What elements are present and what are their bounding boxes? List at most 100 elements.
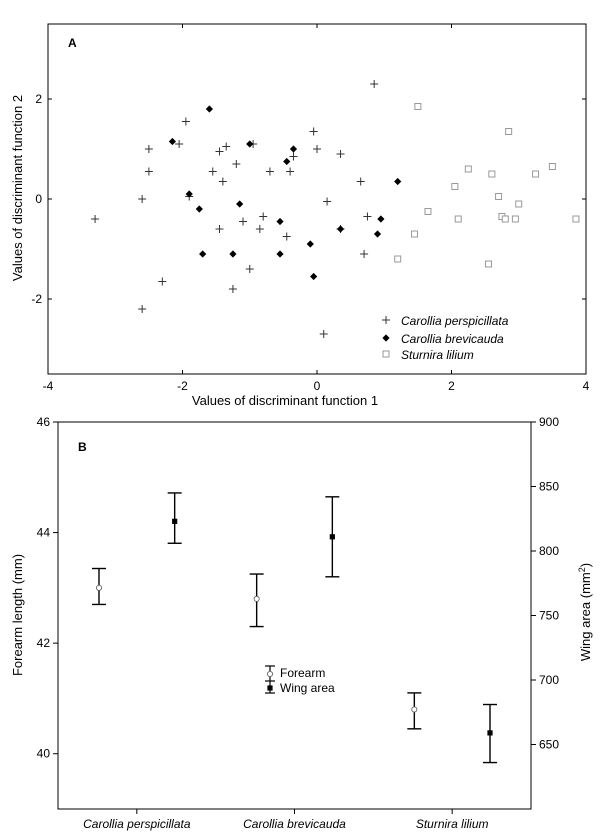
point-carollia-perspicillata-4 — [144, 145, 153, 153]
legend-label-carollia-perspicillata: Carollia perspicillata — [401, 314, 509, 328]
legend-forearm-mean — [266, 671, 273, 678]
legend-symbol-sturnira-lilium-shape — [382, 350, 390, 358]
legend-wing-mean — [267, 685, 273, 691]
point-carollia-perspicillata-12 — [218, 177, 227, 186]
errorbar-wing-area-carollia-perspicillata-mean-shape — [172, 518, 178, 524]
legend-wing-mean-shape — [267, 685, 273, 691]
right-y-label-close: ) — [578, 563, 593, 567]
point-sturnira-lilium-3 — [424, 208, 432, 215]
point-carollia-brevicauda-12 — [306, 240, 314, 248]
category-label-sturnira-lilium: Sturnira lilium — [416, 817, 489, 831]
right-tick-label-900: 900 — [539, 415, 559, 429]
point-carollia-perspicillata-1 — [138, 305, 147, 313]
point-carollia-perspicillata-19 — [255, 225, 264, 233]
point-sturnira-lilium-3-shape — [424, 208, 432, 215]
point-carollia-brevicauda-17 — [394, 177, 402, 186]
point-sturnira-lilium-13 — [511, 215, 519, 223]
point-sturnira-lilium-13-shape — [511, 215, 519, 223]
series-wing-area — [167, 492, 498, 764]
series-carollia-brevicauda — [168, 105, 402, 281]
point-carollia-perspicillata-21 — [265, 167, 274, 176]
legend-label-forearm: Forearm — [280, 666, 325, 680]
errorbar-wing-area-sturnira-lilium-mean — [487, 730, 493, 736]
point-carollia-brevicauda-15 — [373, 230, 382, 238]
point-carollia-brevicauda-9 — [276, 217, 284, 226]
panel-b-left-y-ticks: 40 42 44 46 — [37, 415, 58, 761]
point-sturnira-lilium-1 — [411, 230, 419, 238]
legend-marker-carollia-perspicillata — [382, 316, 390, 324]
point-sturnira-lilium-8 — [488, 170, 496, 178]
point-sturnira-lilium-17 — [572, 215, 580, 223]
point-sturnira-lilium-17-shape — [572, 215, 580, 223]
x-tick-label--4: -4 — [43, 379, 54, 393]
point-carollia-brevicauda-15-shape — [373, 230, 382, 238]
point-carollia-brevicauda-9-shape — [276, 217, 284, 226]
legend-marker-sturnira-lilium — [382, 350, 390, 358]
panel-b-label: B — [78, 440, 87, 454]
point-carollia-brevicauda-3 — [199, 250, 207, 258]
point-carollia-brevicauda-7-shape — [246, 140, 254, 148]
point-carollia-perspicillata-22 — [282, 232, 291, 241]
point-carollia-brevicauda-17-shape — [394, 177, 402, 186]
x-tick-label-4: 4 — [583, 379, 590, 393]
point-carollia-brevicauda-1 — [185, 190, 193, 198]
panel-a-y-ticks: -2 0 2 — [31, 92, 586, 306]
point-sturnira-lilium-6-shape — [464, 165, 472, 173]
point-carollia-perspicillata-10 — [215, 147, 224, 156]
point-carollia-perspicillata-7 — [181, 117, 190, 126]
point-carollia-brevicauda-0 — [168, 137, 177, 146]
y-tick-label--2: -2 — [31, 292, 42, 306]
point-carollia-perspicillata-23 — [286, 167, 295, 176]
legend-symbol-carollia-perspicillata — [382, 316, 390, 324]
panel-a-points — [91, 80, 580, 338]
right-tick-label-850: 850 — [539, 480, 559, 494]
left-tick-label-40: 40 — [37, 747, 51, 761]
right-tick-label-700: 700 — [539, 673, 559, 687]
point-sturnira-lilium-15 — [532, 170, 540, 178]
point-carollia-brevicauda-5-shape — [229, 250, 237, 258]
category-label-carollia-brevicauda: Carollia brevicauda — [243, 817, 346, 831]
errorbar-forearm-carollia-perspicillata-mean — [95, 584, 102, 591]
panel-a-x-ticks: -4 -2 0 2 4 — [43, 24, 590, 393]
point-carollia-brevicauda-7 — [246, 140, 254, 148]
legend-label-sturnira-lilium: Sturnira lilium — [401, 348, 474, 362]
point-carollia-perspicillata-9 — [208, 167, 217, 176]
errorbar-forearm-carollia-perspicillata-mean-shape — [95, 584, 102, 591]
point-carollia-perspicillata-14 — [228, 285, 237, 293]
x-tick-label-2: 2 — [448, 379, 455, 393]
point-carollia-brevicauda-8 — [276, 250, 284, 258]
x-tick-label--2: -2 — [177, 379, 188, 393]
right-tick-label-750: 750 — [539, 609, 559, 623]
series-sturnira-lilium — [394, 103, 580, 268]
left-tick-label-46: 46 — [37, 415, 51, 429]
point-carollia-perspicillata-5 — [158, 277, 167, 286]
point-sturnira-lilium-8-shape — [488, 170, 496, 178]
panel-a: A -4 -2 0 2 4 -2 0 2 Values of discriminant fu… — [10, 23, 590, 408]
errorbar-forearm-carollia-perspicillata — [91, 567, 106, 606]
point-carollia-perspicillata-33 — [363, 212, 372, 221]
point-sturnira-lilium-1-shape — [411, 230, 419, 238]
point-carollia-brevicauda-6 — [236, 200, 244, 208]
point-carollia-perspicillata-16 — [239, 217, 248, 226]
point-sturnira-lilium-16-shape — [548, 163, 556, 170]
point-carollia-perspicillata-26 — [313, 145, 321, 153]
panel-a-legend: Carollia perspicillata Carollia brevicau… — [382, 314, 509, 362]
point-carollia-brevicauda-4 — [205, 105, 213, 113]
errorbar-wing-area-carollia-perspicillata-mean — [172, 518, 178, 524]
right-y-label-superscript: 2 — [577, 567, 587, 572]
point-carollia-perspicillata-17 — [245, 265, 254, 273]
point-carollia-brevicauda-0-shape — [168, 137, 177, 146]
panel-a-y-axis-label: Values of discriminant function 2 — [10, 95, 25, 281]
point-sturnira-lilium-9-shape — [495, 193, 503, 200]
point-sturnira-lilium-5-shape — [454, 215, 462, 223]
errorbar-wing-area-carollia-brevicauda-mean-shape — [329, 534, 335, 540]
point-carollia-perspicillata-2 — [138, 195, 147, 203]
point-sturnira-lilium-0-shape — [394, 255, 402, 263]
point-sturnira-lilium-7-shape — [484, 260, 492, 268]
point-sturnira-lilium-4 — [451, 183, 459, 190]
point-carollia-brevicauda-11 — [289, 145, 298, 153]
point-sturnira-lilium-11-shape — [501, 215, 509, 223]
errorbar-wing-area-carollia-brevicauda — [325, 496, 340, 578]
point-carollia-perspicillata-30 — [336, 150, 345, 158]
